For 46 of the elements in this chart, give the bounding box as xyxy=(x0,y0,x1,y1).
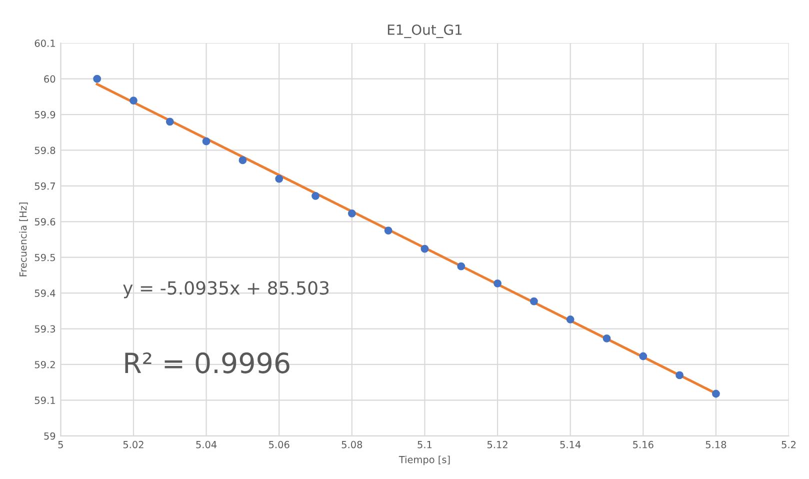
point xyxy=(566,316,574,324)
x-tick-label: 5.06 xyxy=(269,440,290,448)
y-tick-label: 59.6 xyxy=(34,218,56,226)
chart-title: E1_Out_G1 xyxy=(388,24,462,38)
point xyxy=(530,297,538,306)
x-tick-label: 5.18 xyxy=(706,440,726,448)
x-tick-label: 5.2 xyxy=(782,440,796,448)
x-tick-label: 5.16 xyxy=(633,440,654,448)
point xyxy=(238,156,247,164)
y-tick-label: 59.2 xyxy=(34,360,55,368)
point xyxy=(712,390,720,398)
point xyxy=(457,262,466,270)
y-tick-label: 60.1 xyxy=(34,40,55,47)
point xyxy=(348,209,356,218)
point xyxy=(420,244,429,253)
point xyxy=(384,226,392,235)
x-tick-label: 5 xyxy=(58,441,63,448)
y-tick-label: 59 xyxy=(44,432,56,440)
y-tick-label: 60 xyxy=(44,75,56,83)
x-tick-label: 5.14 xyxy=(560,441,581,448)
point xyxy=(494,279,502,288)
y-axis-title: Frecuencia [Hz] xyxy=(19,202,28,276)
point xyxy=(93,74,102,83)
y-tick-label: 59.1 xyxy=(34,396,55,404)
y-tick-label: 59.3 xyxy=(34,325,56,333)
x-axis-title: Tiempo [s] xyxy=(398,456,450,466)
point xyxy=(639,352,648,360)
x-tick-label: 5.04 xyxy=(196,440,217,448)
y-tick-label: 59.8 xyxy=(34,146,56,154)
y-tick-label: 59.7 xyxy=(34,182,55,190)
point xyxy=(602,334,611,342)
y-tick-label: 59.5 xyxy=(34,254,55,262)
x-tick-label: 5.02 xyxy=(123,440,144,448)
point xyxy=(275,174,284,183)
annotation: R² = 0.9996 xyxy=(125,352,290,374)
x-tick-label: 5.12 xyxy=(487,440,508,448)
point xyxy=(166,118,174,126)
x-tick-label: 5.1 xyxy=(418,441,432,448)
y-tick-label: 59.4 xyxy=(34,290,56,297)
point xyxy=(312,192,320,200)
point xyxy=(130,96,138,105)
point xyxy=(202,137,210,146)
y-tick-label: 59.9 xyxy=(34,111,56,118)
annotation: y = -5.0935x + 85.503 xyxy=(123,281,329,298)
point xyxy=(676,371,684,380)
x-tick-label: 5.08 xyxy=(342,440,362,448)
